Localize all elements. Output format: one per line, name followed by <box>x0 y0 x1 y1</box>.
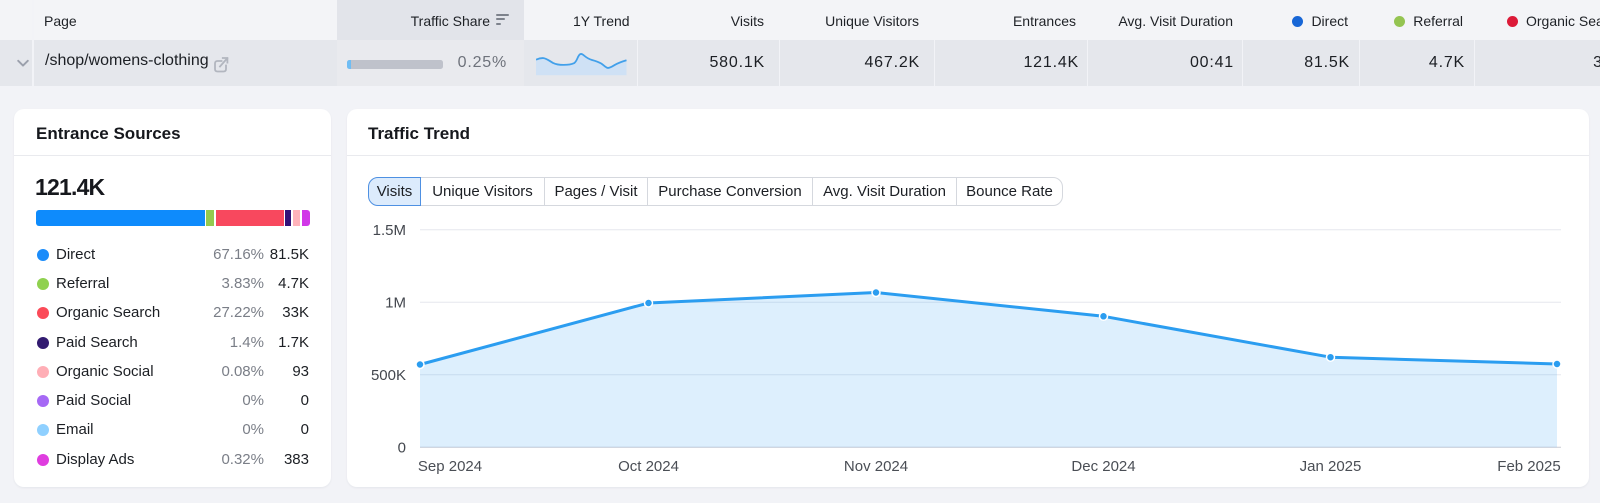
svg-text:1.5M: 1.5M <box>373 222 406 239</box>
svg-text:Nov 2024: Nov 2024 <box>844 458 908 475</box>
svg-text:Sep 2024: Sep 2024 <box>418 458 482 475</box>
svg-text:Oct 2024: Oct 2024 <box>618 458 679 475</box>
svg-text:500K: 500K <box>371 367 406 384</box>
svg-text:Jan 2025: Jan 2025 <box>1300 458 1362 475</box>
svg-text:1M: 1M <box>385 295 406 312</box>
svg-text:Feb 2025: Feb 2025 <box>1497 458 1560 475</box>
svg-text:0: 0 <box>398 440 406 457</box>
svg-text:Dec 2024: Dec 2024 <box>1071 458 1135 475</box>
